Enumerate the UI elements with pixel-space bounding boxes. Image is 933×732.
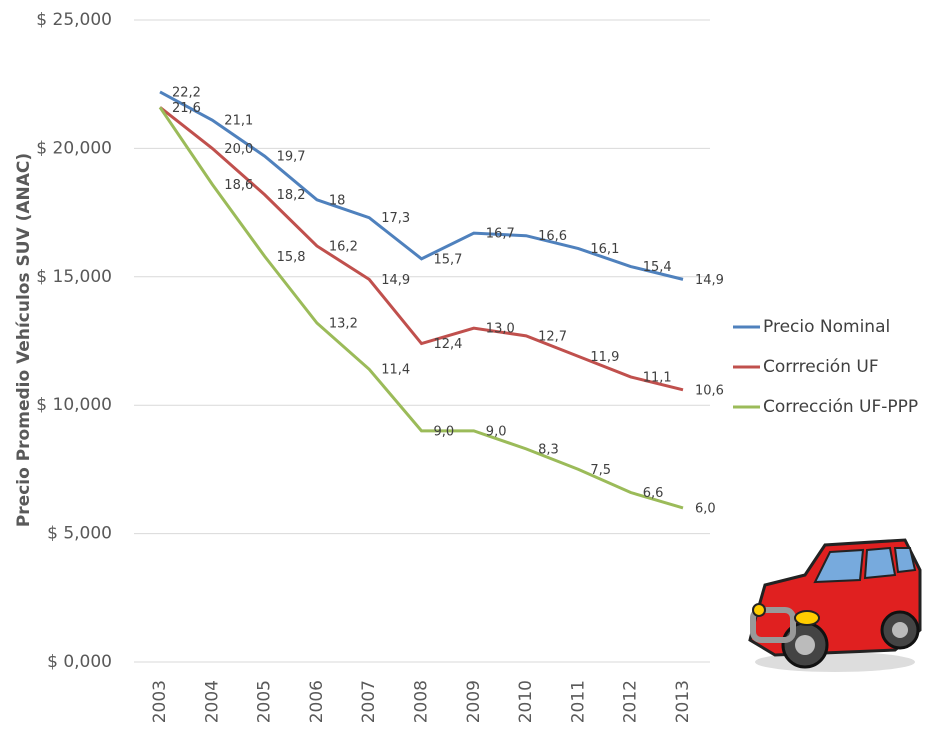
data-label: 10,6 bbox=[695, 383, 724, 398]
car-illustration bbox=[748, 538, 922, 672]
data-label: 15,4 bbox=[643, 260, 672, 275]
data-label: 21,1 bbox=[224, 114, 253, 129]
data-label: 16,2 bbox=[329, 239, 358, 254]
series-line bbox=[158, 106, 684, 510]
y-tick-label: $ 10,000 bbox=[36, 395, 112, 415]
data-label: 7,5 bbox=[590, 463, 611, 478]
data-label: 20,0 bbox=[224, 142, 253, 157]
x-tick-label: 2009 bbox=[464, 680, 484, 723]
x-tick-label: 2005 bbox=[255, 680, 275, 723]
data-label: 19,7 bbox=[277, 150, 306, 165]
x-tick-label: 2012 bbox=[621, 680, 641, 723]
data-label: 14,9 bbox=[381, 273, 410, 288]
data-label: 12,7 bbox=[538, 329, 567, 344]
series-line bbox=[159, 106, 684, 392]
y-tick-label: $ 5,000 bbox=[47, 524, 112, 544]
x-tick-label: 2013 bbox=[673, 680, 693, 723]
x-tick-label: 2010 bbox=[516, 680, 536, 723]
x-tick-label: 2011 bbox=[568, 680, 588, 723]
data-label: 14,9 bbox=[695, 273, 724, 288]
y-tick-label: $ 15,000 bbox=[36, 267, 112, 287]
data-label: 9,0 bbox=[434, 424, 455, 439]
y-tick-label: $ 20,000 bbox=[36, 138, 112, 158]
data-label: 22,2 bbox=[172, 85, 201, 100]
data-label: 18,2 bbox=[277, 188, 306, 203]
data-label: 13,2 bbox=[329, 317, 358, 332]
data-label: 21,6 bbox=[172, 101, 201, 116]
x-tick-label: 2004 bbox=[202, 680, 222, 723]
x-tick-label: 2003 bbox=[150, 680, 170, 723]
data-label: 11,1 bbox=[643, 370, 672, 385]
data-label: 15,7 bbox=[434, 252, 463, 267]
y-axis-label: Precio Promedio Vehículos SUV (ANAC) bbox=[14, 153, 34, 527]
x-tick-label: 2006 bbox=[307, 680, 327, 723]
data-label: 9,0 bbox=[486, 424, 507, 439]
data-label: 11,4 bbox=[381, 363, 410, 378]
y-tick-label: $ 25,000 bbox=[36, 10, 112, 30]
data-label: 18,6 bbox=[224, 178, 253, 193]
data-label: 6,0 bbox=[695, 501, 716, 516]
legend-label: Precio Nominal bbox=[763, 317, 890, 337]
data-label: 18 bbox=[329, 193, 346, 208]
data-label: 8,3 bbox=[538, 442, 559, 457]
y-tick-label: $ 0,000 bbox=[47, 652, 112, 672]
data-label: 13,0 bbox=[486, 322, 515, 337]
x-tick-label: 2007 bbox=[359, 680, 379, 723]
data-label: 16,1 bbox=[590, 242, 619, 257]
legend-label: Corrreción UF bbox=[763, 357, 879, 377]
series-line bbox=[159, 90, 684, 281]
data-label: 17,3 bbox=[381, 211, 410, 226]
x-tick-label: 2008 bbox=[412, 680, 432, 723]
data-label: 15,8 bbox=[277, 250, 306, 265]
data-label: 16,7 bbox=[486, 227, 515, 242]
data-label: 6,6 bbox=[643, 486, 664, 501]
data-label: 12,4 bbox=[434, 337, 463, 352]
data-label: 11,9 bbox=[590, 350, 619, 365]
data-label: 16,6 bbox=[538, 229, 567, 244]
legend-label: Corrección UF-PPP bbox=[763, 397, 918, 417]
